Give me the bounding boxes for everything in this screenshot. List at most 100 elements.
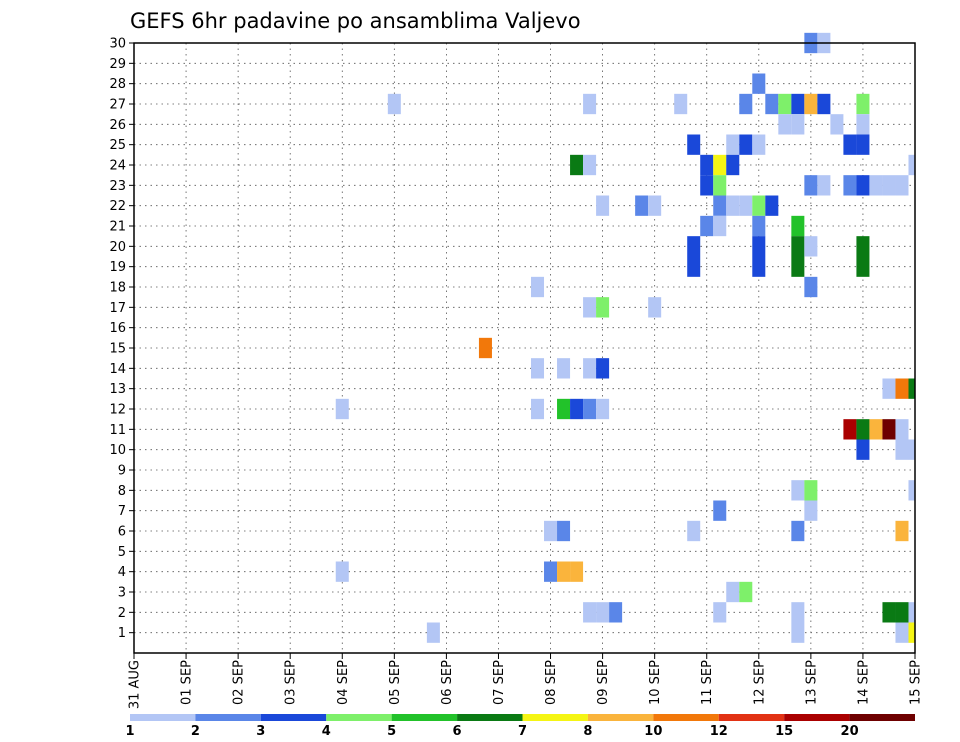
data-cell [609, 602, 623, 623]
data-cell [908, 602, 915, 623]
y-tick-label: 24 [109, 159, 126, 174]
data-cell [335, 398, 349, 420]
color-scale-label: 6 [453, 724, 462, 739]
data-cell [596, 297, 610, 318]
data-cell [596, 602, 610, 623]
data-cell [583, 398, 597, 420]
data-cell [895, 439, 909, 460]
x-tick-label: 04 SEP [336, 660, 351, 705]
data-cell [687, 134, 701, 155]
data-cell [713, 602, 727, 623]
y-tick-label: 29 [109, 57, 126, 72]
data-cell [557, 520, 571, 542]
color-scale-segment [784, 714, 850, 721]
data-cell [895, 419, 909, 440]
data-cell [596, 195, 610, 216]
x-tick-label: 07 SEP [492, 660, 507, 705]
y-tick-label: 10 [109, 443, 126, 458]
color-scale-segment [718, 714, 785, 721]
data-cell [778, 93, 792, 115]
data-cell [908, 622, 915, 643]
data-cell [596, 398, 610, 420]
data-cell [882, 175, 896, 196]
data-cell [739, 195, 753, 216]
x-tick-label: 06 SEP [440, 660, 455, 705]
data-cell [791, 622, 805, 643]
x-tick-label: 10 SEP [648, 660, 663, 705]
data-cell [791, 215, 805, 237]
data-cell [687, 236, 701, 257]
data-cell [700, 154, 714, 176]
data-cell [648, 195, 662, 216]
data-cell [791, 480, 805, 501]
data-cell [765, 195, 779, 216]
data-cell [882, 378, 896, 399]
y-tick-label: 2 [118, 606, 126, 621]
color-scale-label: 2 [191, 724, 200, 739]
data-cell [726, 154, 740, 176]
data-cell [791, 256, 805, 277]
y-tick-label: 30 [109, 37, 126, 52]
data-cell [895, 602, 909, 623]
data-cell [856, 114, 870, 135]
y-tick-label: 28 [109, 77, 126, 92]
data-cell [557, 358, 571, 379]
data-cell [713, 215, 727, 237]
data-cell [804, 500, 818, 521]
data-cell [856, 93, 870, 115]
data-cell [426, 622, 440, 643]
data-cell [765, 93, 779, 115]
data-cell [791, 93, 805, 115]
data-cell [531, 358, 545, 379]
y-tick-label: 13 [109, 382, 126, 397]
color-scale-label: 8 [583, 724, 592, 739]
data-cell [817, 93, 831, 115]
y-tick-label: 5 [118, 545, 126, 560]
data-cell [726, 581, 740, 603]
color-scale-label: 15 [775, 724, 793, 739]
data-cell [531, 398, 545, 420]
y-tick-label: 8 [118, 484, 126, 499]
data-cell [843, 134, 857, 155]
x-tick-label: 12 SEP [752, 660, 767, 705]
y-tick-label: 7 [118, 504, 126, 519]
data-cell [830, 114, 844, 135]
y-tick-label: 27 [109, 98, 126, 113]
data-cell [752, 256, 766, 277]
data-cell [804, 480, 818, 501]
data-cell [648, 297, 662, 318]
data-cell [531, 276, 545, 298]
data-cell [895, 520, 909, 542]
x-tick-label: 13 SEP [804, 660, 819, 705]
x-tick-label: 03 SEP [284, 660, 299, 705]
data-cell [713, 154, 727, 176]
data-cell [895, 175, 909, 196]
color-scale-label: 7 [518, 724, 527, 739]
x-tick-label: 14 SEP [856, 660, 871, 705]
data-cell [856, 175, 870, 196]
y-tick-label: 12 [109, 403, 126, 418]
data-cell [895, 622, 909, 643]
y-tick-label: 9 [118, 464, 126, 479]
data-cell [635, 195, 649, 216]
data-cell [804, 276, 818, 298]
color-scale-segment [391, 714, 458, 721]
color-scale-segment [587, 714, 654, 721]
data-cell [726, 195, 740, 216]
data-cell [570, 154, 584, 176]
data-cell [752, 195, 766, 216]
data-cell [843, 419, 857, 440]
data-cell [544, 561, 558, 582]
data-cell [856, 439, 870, 460]
data-cell [869, 175, 883, 196]
data-cell [583, 93, 597, 115]
color-scale-segment [195, 714, 261, 721]
data-cell [583, 602, 597, 623]
data-cell [739, 581, 753, 603]
data-cell [908, 154, 915, 176]
y-tick-label: 22 [109, 199, 126, 214]
x-tick-label: 05 SEP [388, 660, 403, 705]
x-tick-label: 08 SEP [544, 660, 559, 705]
data-cell [557, 561, 571, 582]
